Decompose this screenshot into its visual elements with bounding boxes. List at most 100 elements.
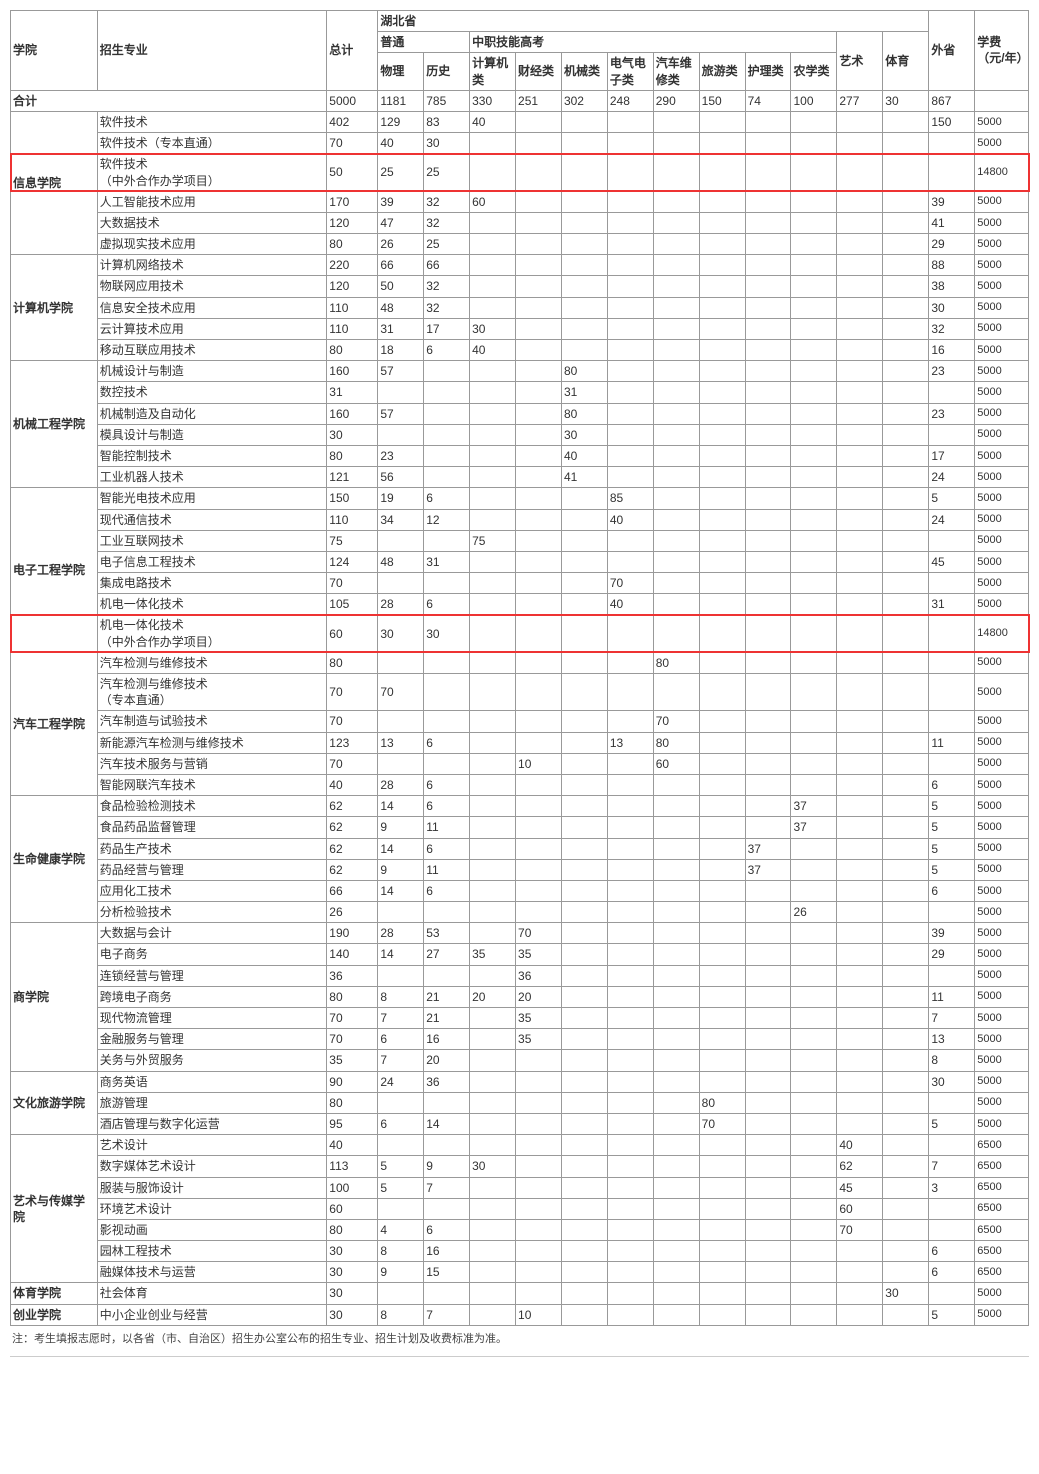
value-cell	[607, 711, 653, 732]
value-cell	[470, 859, 516, 880]
value-cell	[699, 255, 745, 276]
value-cell	[653, 111, 699, 132]
table-body: 合计50001181785330251302248290150741002773…	[11, 90, 1029, 1325]
value-cell	[607, 1071, 653, 1092]
value-cell	[699, 838, 745, 859]
value-cell	[837, 732, 883, 753]
value-cell	[791, 923, 837, 944]
value-cell	[699, 1050, 745, 1071]
value-cell	[561, 1219, 607, 1240]
value-cell: 18	[378, 340, 424, 361]
value-cell: 36	[424, 1071, 470, 1092]
value-cell	[745, 1029, 791, 1050]
value-cell	[516, 133, 562, 154]
value-cell	[653, 902, 699, 923]
value-cell: 123	[327, 732, 378, 753]
value-cell: 41	[929, 212, 975, 233]
value-cell: 13	[929, 1029, 975, 1050]
value-cell: 5000	[975, 403, 1029, 424]
value-cell: 62	[327, 838, 378, 859]
value-cell	[561, 1262, 607, 1283]
major-cell: 软件技术	[97, 111, 327, 132]
major-cell: 社会体育	[97, 1283, 327, 1304]
value-cell: 35	[516, 1029, 562, 1050]
value-cell: 5000	[975, 965, 1029, 986]
major-cell: 云计算技术应用	[97, 318, 327, 339]
value-cell	[378, 1283, 424, 1304]
value-cell	[791, 1262, 837, 1283]
value-cell	[699, 1241, 745, 1262]
value-cell: 5	[929, 859, 975, 880]
table-row: 机电一体化技术（中外合作办学项目）60303014800	[11, 615, 1029, 652]
value-cell	[791, 615, 837, 652]
value-cell: 120	[327, 276, 378, 297]
value-cell	[607, 1029, 653, 1050]
value-cell	[837, 674, 883, 711]
value-cell	[561, 1008, 607, 1029]
sum-cell: 5000	[327, 90, 378, 111]
major-cell: 机电一体化技术	[97, 594, 327, 615]
value-cell	[470, 1050, 516, 1071]
value-cell	[424, 573, 470, 594]
value-cell: 32	[424, 212, 470, 233]
value-cell	[561, 986, 607, 1007]
value-cell	[516, 318, 562, 339]
value-cell	[607, 859, 653, 880]
value-cell	[883, 652, 929, 673]
value-cell	[699, 923, 745, 944]
value-cell: 29	[929, 234, 975, 255]
value-cell	[561, 276, 607, 297]
value-cell: 17	[424, 318, 470, 339]
value-cell	[699, 902, 745, 923]
value-cell	[607, 530, 653, 551]
value-cell: 62	[327, 859, 378, 880]
value-cell: 40	[607, 509, 653, 530]
value-cell	[791, 594, 837, 615]
value-cell	[883, 615, 929, 652]
table-row: 汽车制造与试验技术70705000	[11, 711, 1029, 732]
value-cell	[470, 551, 516, 572]
table-row: 旅游管理80805000	[11, 1092, 1029, 1113]
value-cell	[699, 361, 745, 382]
value-cell	[883, 753, 929, 774]
value-cell: 31	[561, 382, 607, 403]
value-cell: 28	[378, 774, 424, 795]
table-row: 影视动画8046706500	[11, 1219, 1029, 1240]
value-cell	[745, 1241, 791, 1262]
value-cell	[837, 711, 883, 732]
value-cell: 129	[378, 111, 424, 132]
value-cell: 70	[327, 753, 378, 774]
value-cell	[745, 424, 791, 445]
value-cell: 32	[929, 318, 975, 339]
value-cell	[424, 403, 470, 424]
value-cell	[561, 965, 607, 986]
value-cell: 50	[378, 276, 424, 297]
value-cell	[883, 1262, 929, 1283]
value-cell	[516, 1283, 562, 1304]
value-cell: 62	[327, 817, 378, 838]
value-cell: 6	[424, 732, 470, 753]
value-cell	[883, 133, 929, 154]
value-cell: 26	[791, 902, 837, 923]
th-vocational: 中职技能高考	[470, 32, 837, 53]
value-cell	[699, 796, 745, 817]
college-cell: 计算机学院	[11, 255, 98, 361]
value-cell	[653, 1241, 699, 1262]
value-cell: 75	[327, 530, 378, 551]
value-cell	[837, 774, 883, 795]
value-cell	[699, 674, 745, 711]
value-cell	[607, 1050, 653, 1071]
value-cell	[791, 424, 837, 445]
sum-cell: 330	[470, 90, 516, 111]
value-cell	[561, 1156, 607, 1177]
value-cell: 70	[699, 1113, 745, 1134]
value-cell: 5000	[975, 255, 1029, 276]
value-cell	[699, 340, 745, 361]
value-cell	[607, 1262, 653, 1283]
value-cell	[837, 1262, 883, 1283]
value-cell: 30	[327, 1262, 378, 1283]
value-cell: 14	[424, 1113, 470, 1134]
value-cell	[561, 340, 607, 361]
value-cell	[516, 361, 562, 382]
value-cell	[745, 1177, 791, 1198]
